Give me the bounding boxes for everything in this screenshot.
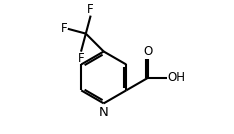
Text: F: F <box>61 22 68 35</box>
Text: F: F <box>78 52 84 65</box>
Text: OH: OH <box>167 71 185 84</box>
Text: F: F <box>87 3 94 16</box>
Text: O: O <box>143 45 153 58</box>
Text: N: N <box>99 106 109 119</box>
